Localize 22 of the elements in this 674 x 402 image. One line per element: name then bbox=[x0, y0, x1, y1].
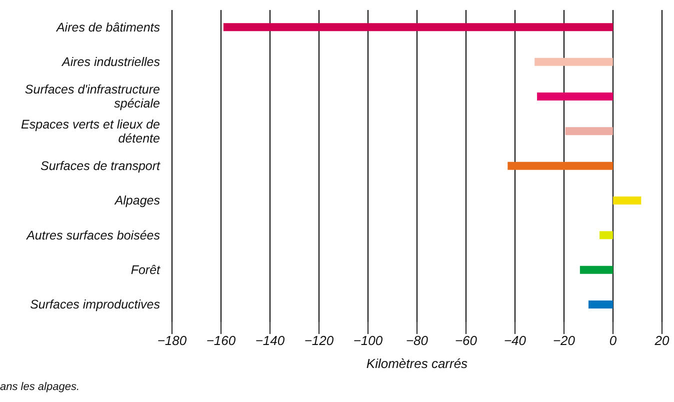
x-tick-label: −160 bbox=[206, 333, 236, 348]
x-tick-label: −180 bbox=[157, 333, 188, 348]
x-tick-label: −140 bbox=[255, 333, 286, 348]
y-tick-label: Forêt bbox=[130, 263, 161, 277]
x-tick-label: −100 bbox=[353, 333, 384, 348]
x-tick-label: −60 bbox=[454, 333, 478, 348]
x-tick-label: −120 bbox=[304, 333, 334, 348]
y-tick-label: Surfaces de transport bbox=[40, 159, 161, 173]
y-tick-label: Alpages bbox=[114, 194, 160, 208]
x-tick-label: −40 bbox=[504, 333, 527, 348]
y-tick-label: Surfaces improductives bbox=[30, 298, 160, 312]
y-tick-label: Autres surfaces boisées bbox=[26, 228, 160, 242]
x-tick-label: 0 bbox=[609, 333, 618, 348]
text: ans les alpages. bbox=[0, 381, 80, 393]
y-tick-label: Aires de bâtiments bbox=[55, 20, 160, 34]
x-tick-label: 20 bbox=[654, 333, 670, 348]
x-axis-title: Kilomètres carrés bbox=[366, 356, 468, 371]
y-tick-label: Aires industrielles bbox=[61, 55, 160, 69]
y-tick-label: Espaces verts et lieux de détente bbox=[21, 117, 160, 146]
x-tick-label: −80 bbox=[406, 333, 429, 348]
x-tick-label: −20 bbox=[552, 333, 576, 348]
y-tick-label: Surfaces d'infrastructure spéciale bbox=[24, 82, 160, 111]
